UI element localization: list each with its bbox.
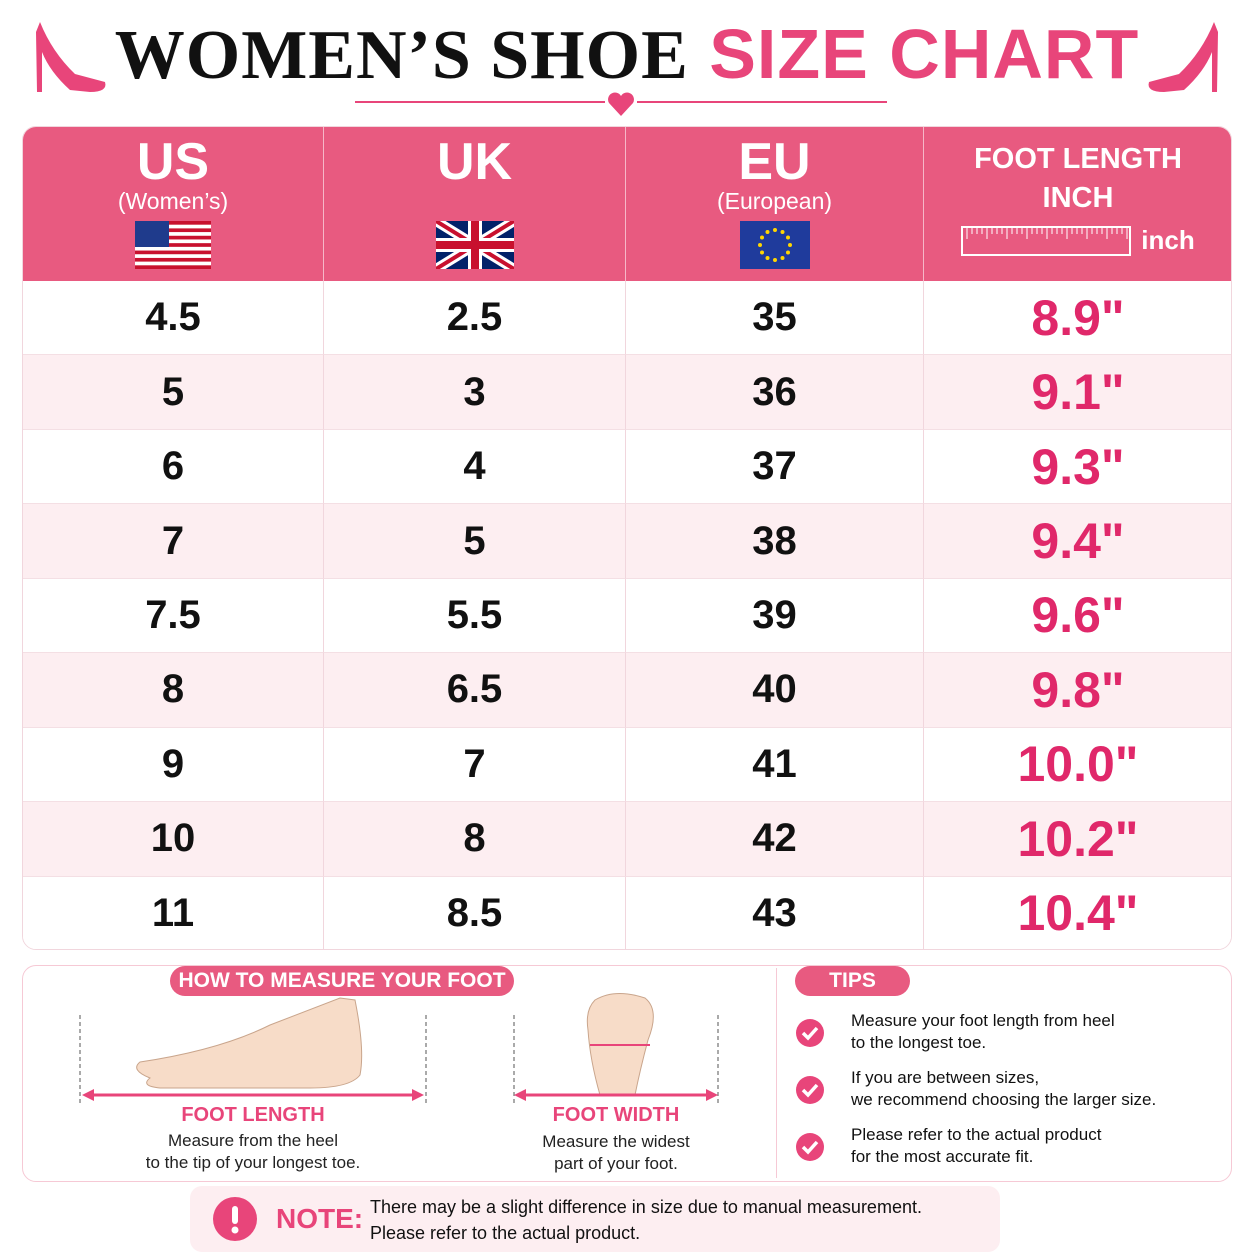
text-line: to the longest toe. — [851, 1033, 987, 1052]
info-box — [22, 965, 1232, 1182]
tip: Please refer to the actual product for th… — [795, 1124, 1225, 1168]
foot-length-cell: 9.1" — [924, 355, 1231, 430]
size-cell: 43 — [626, 876, 924, 949]
column-header: UK — [324, 127, 626, 281]
title: WOMEN’S SHOE SIZE CHART — [0, 14, 1254, 96]
size-cell: 8.5 — [324, 876, 626, 949]
flag — [626, 221, 923, 274]
foot-length-cell: 10.2" — [924, 802, 1231, 877]
foot-drawings — [79, 993, 719, 1105]
size-table: US (Women’s) UK EU (European) FOOT LENGTH INCH… — [22, 126, 1232, 950]
text-line: for the most accurate fit. — [851, 1147, 1034, 1166]
text-line: Measure the widest — [542, 1132, 690, 1151]
size-cell: 7.5 — [23, 578, 324, 654]
measure-label: FOOT LENGTH — [181, 1104, 325, 1126]
spacer — [324, 189, 625, 213]
size-cell: 7 — [324, 727, 626, 803]
text-line: Measure from the heel — [167, 1131, 339, 1150]
foot-length-cell: 8.9" — [924, 281, 1231, 356]
size-cell: 6 — [23, 429, 324, 505]
size-cell: 39 — [626, 578, 924, 654]
size-cell: 41 — [626, 727, 924, 803]
header-title: US — [136, 133, 210, 191]
title-pink: SIZE CHART — [709, 15, 1140, 93]
size-cell: 3 — [324, 355, 626, 430]
header-title: FOOT LENGTH — [974, 143, 1182, 175]
tip-text: Measure your foot length from heel to the… — [851, 1010, 1115, 1054]
header-title: EU — [738, 133, 811, 191]
size-cell: 37 — [626, 429, 924, 505]
size-cell: 40 — [626, 653, 924, 728]
header-title: UK — [436, 133, 513, 191]
header-subtitle: INCH — [1042, 182, 1114, 214]
size-cell: 42 — [626, 802, 924, 877]
header-subtitle: (European) — [716, 188, 833, 214]
ruler-row: inch — [924, 225, 1231, 256]
size-cell: 5 — [23, 355, 324, 430]
divider — [355, 92, 887, 116]
header-subtitle: (Women’s) — [117, 188, 229, 214]
check-icon — [795, 1132, 825, 1167]
note-label: NOTE: — [276, 1203, 364, 1234]
alert-icon — [213, 1197, 257, 1241]
size-cell: 4 — [324, 429, 626, 505]
size-cell: 36 — [626, 355, 924, 430]
tip: Measure your foot length from heel to the… — [795, 1010, 1225, 1054]
foot-length-cell: 9.6" — [924, 578, 1231, 654]
size-cell: 35 — [626, 281, 924, 356]
text-line: There may be a slight difference in size… — [370, 1197, 922, 1217]
note-text: There may be a slight difference in size… — [370, 1194, 922, 1246]
size-cell: 11 — [23, 876, 324, 949]
text-line: Measure your foot length from heel — [851, 1011, 1115, 1030]
text-line: part of your foot. — [554, 1154, 678, 1173]
measure-title: HOW TO MEASURE YOUR FOOT — [170, 966, 514, 996]
measure-desc: Measure from the heel to the tip of your … — [80, 1130, 426, 1174]
tip: If you are between sizes, we recommend ch… — [795, 1067, 1225, 1111]
size-cell: 10 — [23, 802, 324, 877]
foot-length-cell: 10.4" — [924, 876, 1231, 949]
size-cell: 7 — [23, 504, 324, 579]
size-cell: 9 — [23, 727, 324, 803]
text-line: If you are between sizes, — [851, 1068, 1040, 1087]
tips-list: Measure your foot length from heel to the… — [795, 1010, 1225, 1181]
column-header: EU (European) — [626, 127, 924, 281]
tips-title: TIPS — [795, 966, 910, 996]
tip-text: Please refer to the actual product for th… — [851, 1124, 1101, 1168]
size-cell: 8 — [23, 653, 324, 728]
foot-length-cell: 9.3" — [924, 429, 1231, 505]
size-cell: 6.5 — [324, 653, 626, 728]
foot-length-cell: 9.4" — [924, 504, 1231, 579]
separator — [776, 968, 777, 1178]
tip-text: If you are between sizes, we recommend ch… — [851, 1067, 1156, 1111]
note-box — [190, 1186, 1000, 1252]
size-cell: 38 — [626, 504, 924, 579]
foot-length-cell: 10.0" — [924, 727, 1231, 803]
column-header: US (Women’s) — [23, 127, 324, 281]
text-line: we recommend choosing the larger size. — [851, 1090, 1157, 1109]
size-cell: 4.5 — [23, 281, 324, 356]
shoe-icon — [36, 22, 106, 92]
foot-length-cell: 9.8" — [924, 653, 1231, 728]
title-black: WOMEN’S SHOE — [114, 17, 689, 94]
size-cell: 8 — [324, 802, 626, 877]
size-cell: 2.5 — [324, 281, 626, 356]
text-line: Please refer to the actual product — [851, 1125, 1102, 1144]
flag — [324, 216, 625, 274]
shoe-icon — [1148, 22, 1218, 92]
unit-label: inch — [1141, 225, 1195, 255]
check-icon — [795, 1075, 825, 1110]
measure-label: FOOT WIDTH — [552, 1104, 680, 1126]
flag — [23, 221, 323, 274]
measure-desc: Measure the widest part of your foot. — [500, 1131, 732, 1175]
check-icon — [795, 1018, 825, 1053]
column-header: FOOT LENGTH INCH inch — [924, 127, 1231, 281]
text-line: Please refer to the actual product. — [370, 1223, 641, 1243]
size-cell: 5.5 — [324, 578, 626, 654]
text-line: to the tip of your longest toe. — [145, 1153, 361, 1172]
size-cell: 5 — [324, 504, 626, 579]
